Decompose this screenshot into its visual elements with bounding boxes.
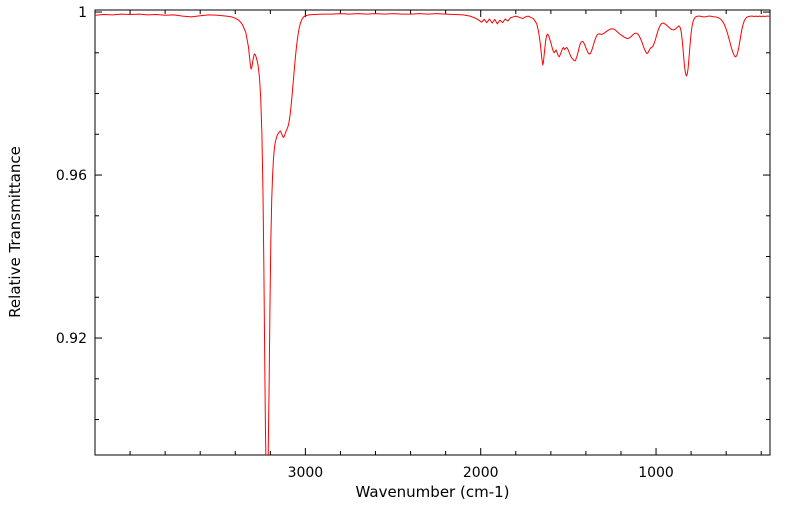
y-tick-label: 1 [78, 5, 87, 21]
spectrum-line [95, 13, 770, 455]
y-tick-label: 0.96 [56, 168, 87, 184]
y-axis-title: Relative Transmittance [6, 146, 24, 318]
x-tick-label: 3000 [288, 465, 324, 481]
x-tick-label: 2000 [463, 465, 499, 481]
plot-border [94, 9, 771, 456]
x-tick-label: 1000 [638, 465, 674, 481]
y-tick-label: 0.92 [56, 331, 87, 347]
x-axis-title: Wavenumber (cm-1) [355, 483, 510, 501]
